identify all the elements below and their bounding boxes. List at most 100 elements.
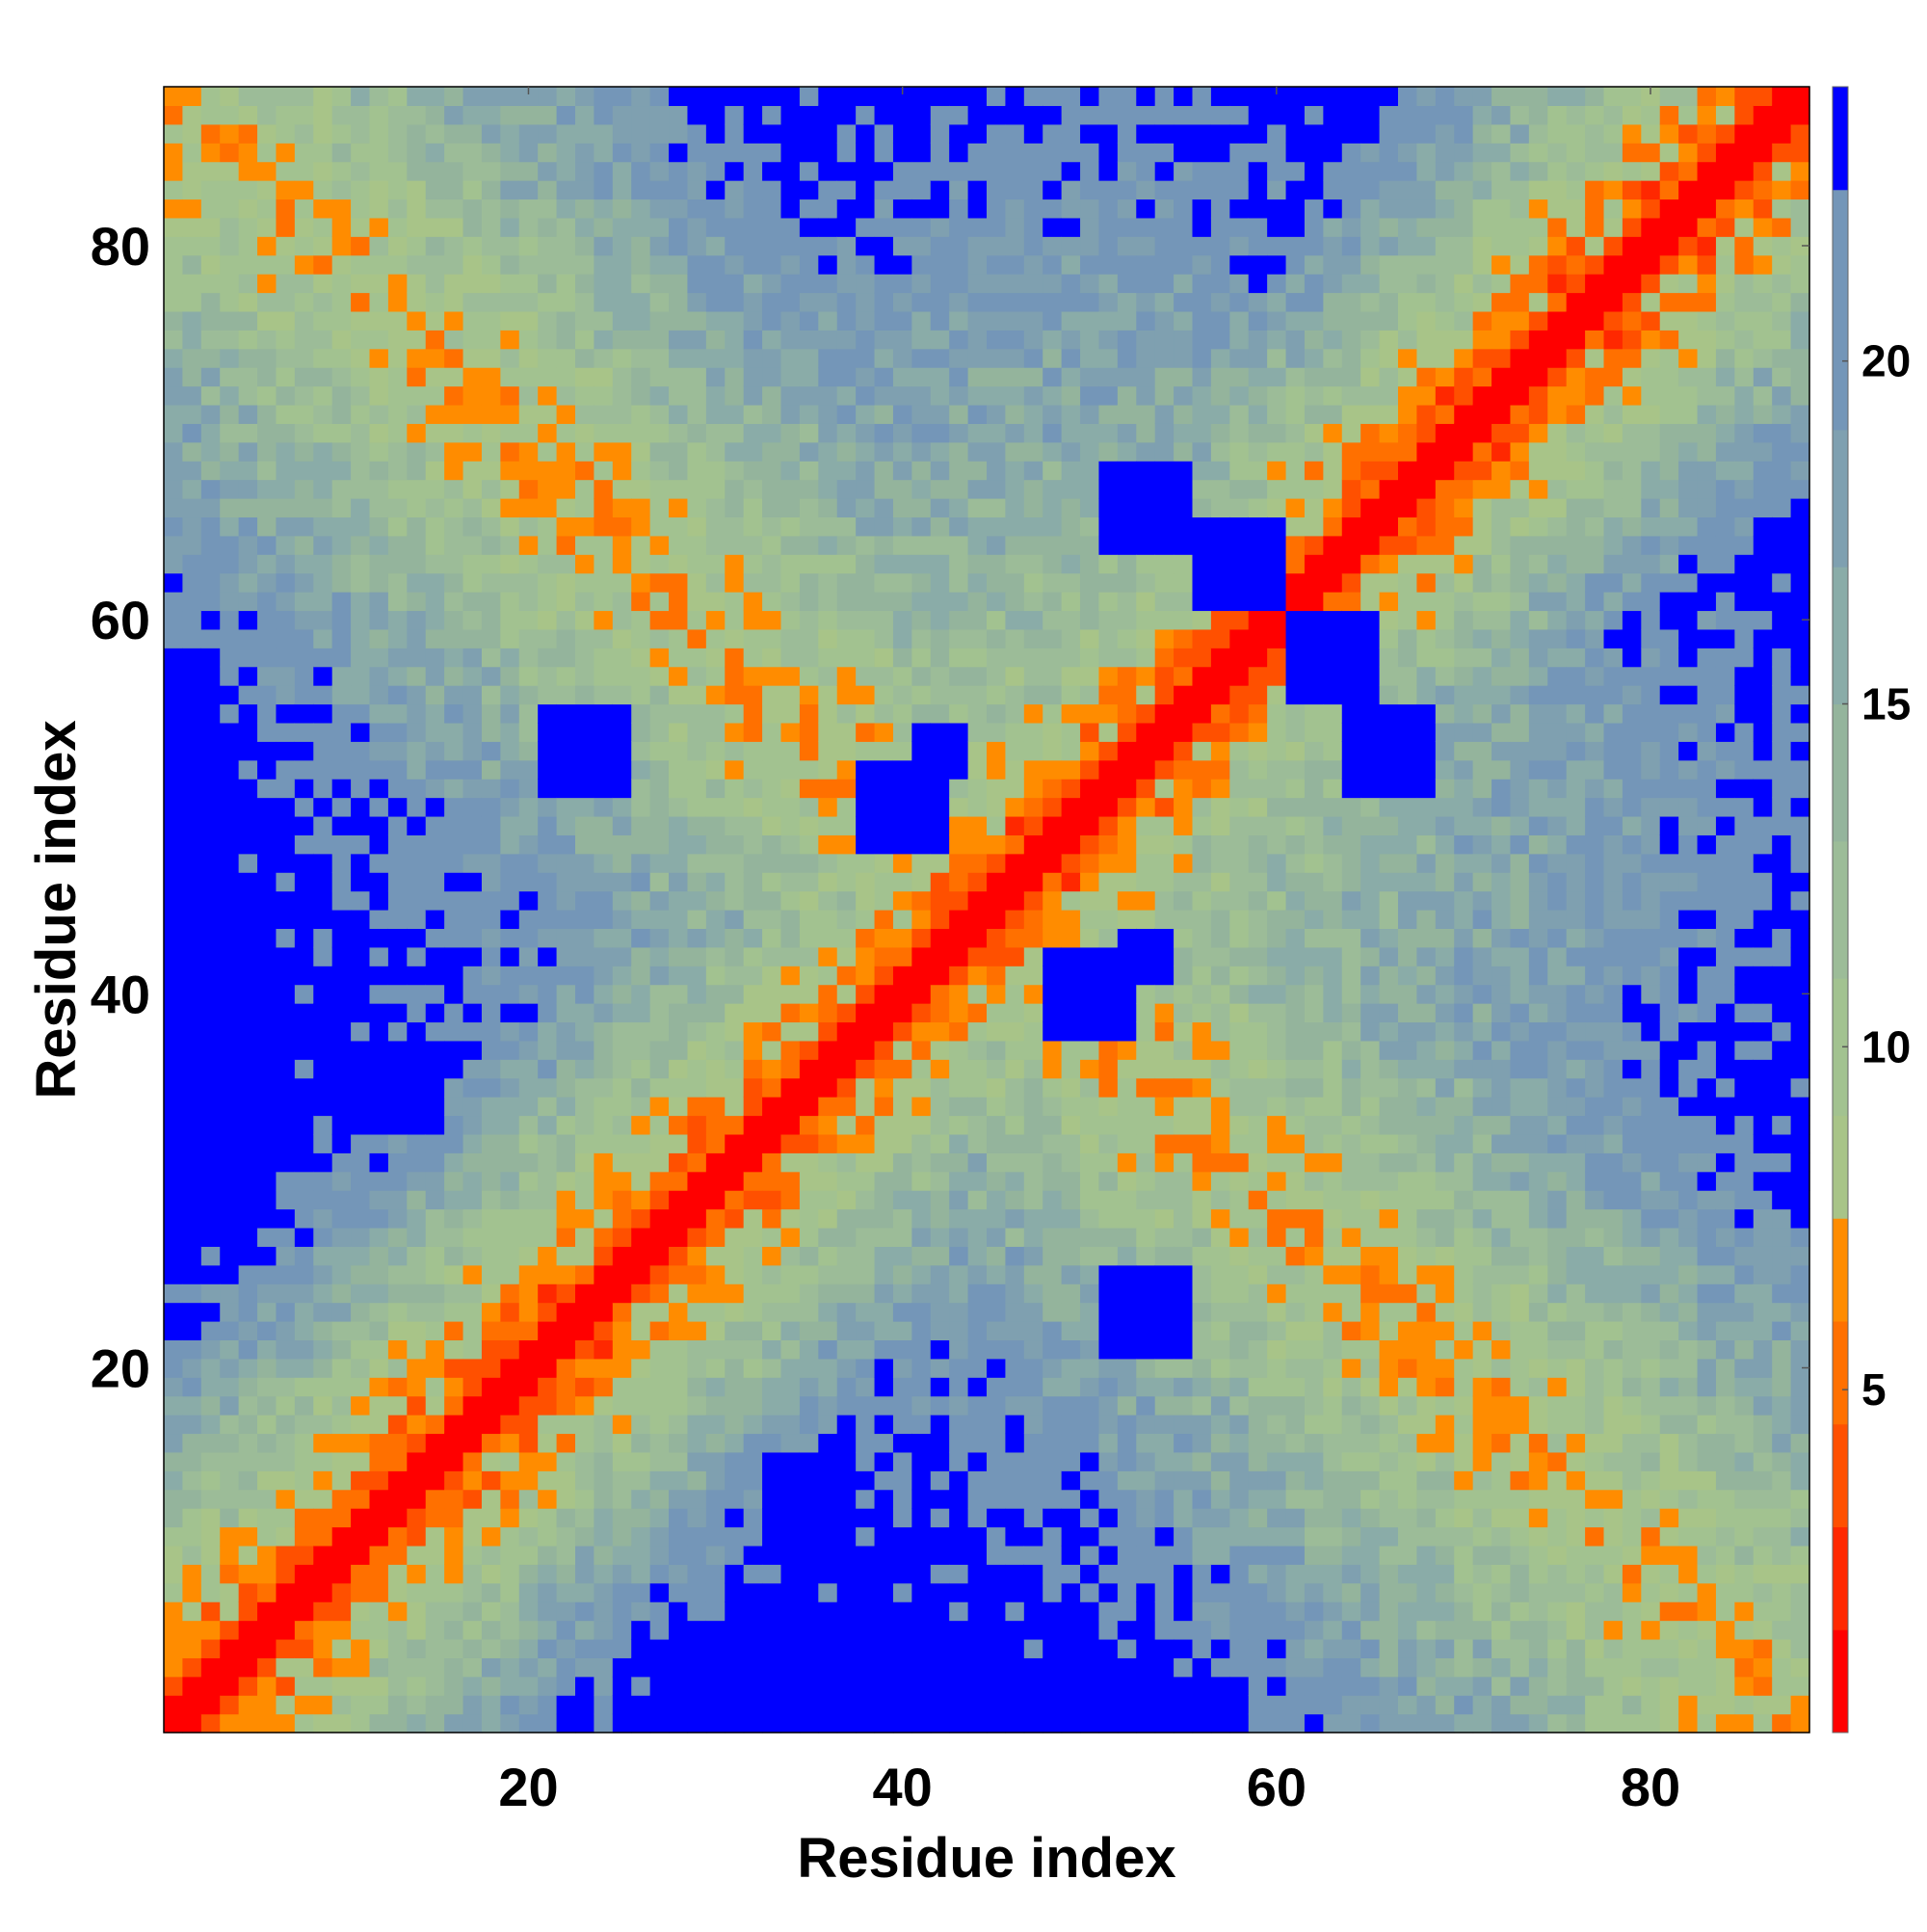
heatmap-cell [538, 872, 558, 892]
heatmap-cell [1098, 310, 1119, 331]
heatmap-cell [874, 1564, 894, 1584]
heatmap-cell [930, 217, 950, 237]
heatmap-cell [799, 1415, 819, 1435]
heatmap-cell [369, 143, 389, 163]
heatmap-cell [892, 1190, 912, 1210]
heatmap-cell [294, 1489, 314, 1509]
heatmap-cell [799, 1564, 819, 1584]
heatmap-cell [481, 1321, 501, 1341]
heatmap-cell [238, 1676, 258, 1696]
heatmap-cell [930, 1582, 950, 1602]
heatmap-cell [1154, 1377, 1175, 1397]
heatmap-cell [276, 1284, 296, 1304]
heatmap-cell [780, 1339, 801, 1360]
heatmap-cell [538, 1321, 558, 1341]
heatmap-cell [1061, 928, 1081, 948]
heatmap-cell [182, 910, 202, 930]
heatmap-cell [1154, 853, 1175, 873]
heatmap-cell [1061, 1545, 1081, 1565]
heatmap-cell [481, 1377, 501, 1397]
heatmap-cell [1174, 797, 1194, 817]
heatmap-cell [1154, 910, 1175, 930]
heatmap-cell [1061, 1152, 1081, 1173]
heatmap-cell [1117, 628, 1137, 648]
heatmap-cell [780, 367, 801, 387]
heatmap-cell [949, 236, 969, 256]
heatmap-cell [1174, 143, 1194, 163]
heatmap-cell [481, 1582, 501, 1602]
heatmap-cell [612, 348, 632, 368]
heatmap-cell [1080, 554, 1100, 574]
heatmap-cell [1174, 1620, 1194, 1640]
heatmap-cell [257, 1097, 277, 1117]
heatmap-cell [987, 1676, 1007, 1696]
heatmap-cell [369, 910, 389, 930]
heatmap-cell [762, 123, 782, 144]
heatmap-cell [892, 1059, 912, 1079]
heatmap-cell [725, 1657, 745, 1678]
heatmap-cell [780, 610, 801, 630]
heatmap-cell [836, 348, 857, 368]
heatmap-cell [930, 1284, 950, 1304]
heatmap-cell [1136, 1321, 1156, 1341]
heatmap-cell [313, 310, 333, 331]
heatmap-cell [500, 648, 520, 668]
heatmap-cell [1098, 1021, 1119, 1042]
heatmap-cell [387, 479, 408, 499]
heatmap-cell [444, 1208, 464, 1229]
heatmap-cell [1080, 1302, 1100, 1322]
heatmap-cell [200, 123, 221, 144]
heatmap-cell [407, 928, 427, 948]
heatmap-cell [1043, 1713, 1063, 1734]
heatmap-cell [967, 236, 988, 256]
heatmap-cell [294, 516, 314, 537]
heatmap-cell [294, 1415, 314, 1435]
heatmap-cell [556, 330, 576, 350]
heatmap-cell [725, 779, 745, 799]
heatmap-cell [407, 722, 427, 742]
heatmap-cell [220, 143, 240, 163]
heatmap-cell [649, 1003, 670, 1023]
heatmap-cell [818, 1508, 838, 1528]
heatmap-cell [1005, 610, 1025, 630]
heatmap-cell [182, 1264, 202, 1284]
heatmap-cell [462, 703, 483, 724]
heatmap-cell [949, 1302, 969, 1322]
heatmap-cell [1192, 1620, 1212, 1640]
heatmap-cell [556, 1620, 576, 1640]
heatmap-cell [1174, 123, 1194, 144]
heatmap-cell [294, 1190, 314, 1210]
heatmap-cell [331, 1395, 352, 1416]
heatmap-cell [1043, 928, 1063, 948]
heatmap-cell [182, 404, 202, 424]
heatmap-cell [331, 741, 352, 761]
heatmap-cell [387, 87, 408, 107]
heatmap-cell [967, 1489, 988, 1509]
heatmap-cell [387, 1620, 408, 1640]
heatmap-cell [238, 1284, 258, 1304]
heatmap-cell [743, 1508, 763, 1528]
heatmap-cell [1080, 610, 1100, 630]
heatmap-cell [1210, 1321, 1230, 1341]
heatmap-cell [444, 1097, 464, 1117]
heatmap-cell [612, 254, 632, 275]
heatmap-cell [743, 741, 763, 761]
heatmap-cell [538, 1601, 558, 1622]
heatmap-cell [780, 348, 801, 368]
heatmap-cell [818, 143, 838, 163]
heatmap-cell [1061, 966, 1081, 986]
heatmap-cell [182, 1171, 202, 1191]
heatmap-cell [967, 741, 988, 761]
heatmap-cell [331, 1021, 352, 1042]
heatmap-cell [238, 759, 258, 780]
heatmap-cell [799, 461, 819, 481]
heatmap-cell [1154, 797, 1175, 817]
heatmap-cell [669, 461, 689, 481]
heatmap-cell [818, 1077, 838, 1098]
heatmap-cell [331, 516, 352, 537]
heatmap-cell [1174, 1395, 1194, 1416]
heatmap-cell [705, 966, 726, 986]
heatmap-cell [313, 1433, 333, 1453]
heatmap-cell [594, 1451, 614, 1471]
heatmap-cell [387, 1358, 408, 1378]
